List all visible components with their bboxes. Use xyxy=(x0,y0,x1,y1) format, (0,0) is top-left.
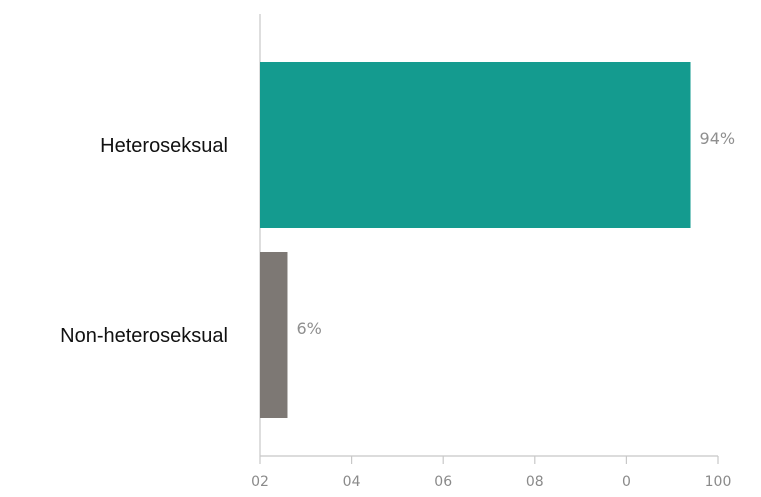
bar-1 xyxy=(260,62,691,228)
x-tick-label: 06 xyxy=(434,474,452,490)
value-label: 6% xyxy=(296,319,321,338)
category-label: Heteroseksual xyxy=(100,135,228,157)
x-tick-label: 0 xyxy=(622,474,631,490)
x-tick-label: 08 xyxy=(526,474,544,490)
category-label: Non-heteroseksual xyxy=(60,325,228,347)
value-labels: 94% 6% xyxy=(296,129,735,338)
bars xyxy=(260,62,691,418)
x-tick-label: 02 xyxy=(251,474,269,490)
x-tick-label: 04 xyxy=(343,474,361,490)
x-tick-label: 100 xyxy=(705,474,732,490)
bar-2 xyxy=(260,252,288,418)
category-labels: Heteroseksual Non-heteroseksual xyxy=(60,135,228,347)
value-label: 94% xyxy=(700,129,736,148)
x-axis-ticks: 02 04 06 08 0 100 xyxy=(251,456,731,490)
